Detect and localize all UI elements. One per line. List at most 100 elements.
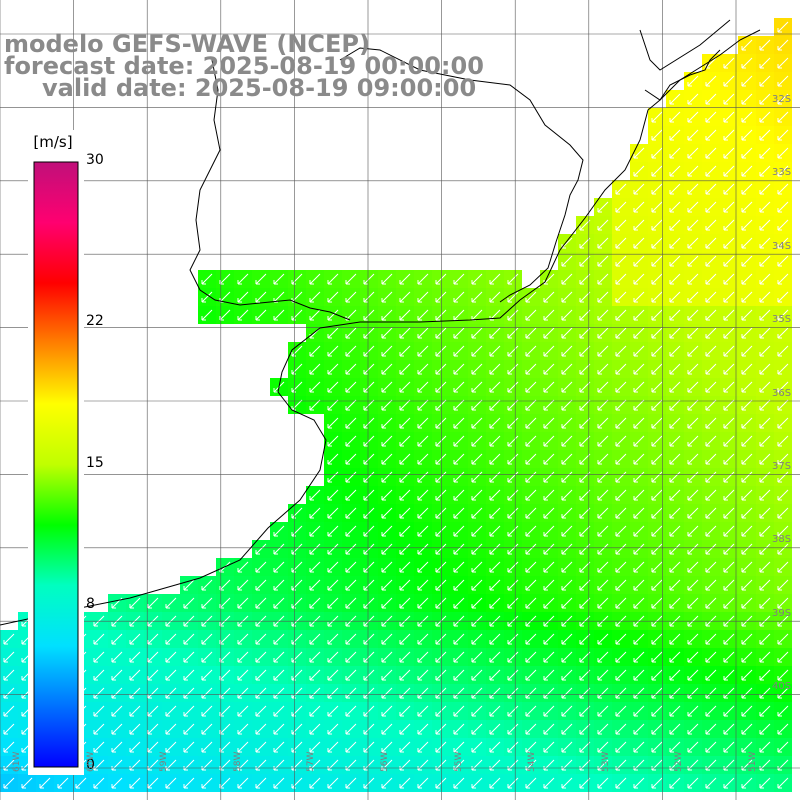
wind-arrow [687,651,699,663]
wind-arrow [399,453,411,465]
wind-arrow [723,435,735,447]
wind-arrow [525,777,537,789]
wind-arrow [111,777,123,789]
wind-arrow [669,597,681,609]
wind-arrow [561,489,573,501]
wind-arrow [615,651,627,663]
wind-arrow [741,597,753,609]
wind-arrow [327,489,339,501]
wind-arrow [723,75,735,87]
wind-arrow [363,651,375,663]
latitude-label: 34S [772,240,792,252]
wind-arrow [651,525,663,537]
wind-arrow [723,597,735,609]
wind-arrow [687,633,699,645]
wind-arrow [237,705,249,717]
wind-arrow [129,777,141,789]
wind-arrow [327,633,339,645]
wind-arrow [525,669,537,681]
wind-arrow [201,309,213,321]
wind-arrow [381,525,393,537]
wind-arrow [309,273,321,285]
wind-arrow [579,543,591,555]
wind-arrow [651,345,663,357]
wind-arrow [237,273,249,285]
wind-arrow [651,543,663,555]
wind-arrow [507,633,519,645]
wind-arrow [597,777,609,789]
wind-arrow [633,777,645,789]
wind-arrow [417,579,429,591]
wind-arrow [597,471,609,483]
wind-arrow [525,507,537,519]
wind-arrow [777,669,789,681]
wind-arrow [723,525,735,537]
wind-arrow [687,741,699,753]
wind-arrow [363,435,375,447]
wind-arrow [651,471,663,483]
wind-arrow [327,327,339,339]
wind-arrow [183,741,195,753]
wind-arrow [327,507,339,519]
wind-arrow [759,669,771,681]
wind-arrow [579,597,591,609]
wind-arrow [723,633,735,645]
wind-arrow [435,777,447,789]
wind-arrow [741,651,753,663]
wind-arrow [507,561,519,573]
wind-arrow [597,579,609,591]
wind-arrow [561,633,573,645]
wind-arrow [489,525,501,537]
latitude-label: 35S [772,314,792,326]
wind-arrow [345,597,357,609]
wind-arrow [435,363,447,375]
wind-arrow [111,705,123,717]
wind-arrow [579,435,591,447]
wind-arrow [777,75,789,87]
wind-arrow [723,471,735,483]
wind-arrow [543,651,555,663]
wind-arrow [291,525,303,537]
wind-arrow [327,561,339,573]
wind-arrow [399,399,411,411]
wind-arrow [345,507,357,519]
wind-arrow [435,633,447,645]
wind-arrow [687,417,699,429]
wind-arrow [471,741,483,753]
wind-arrow [669,525,681,537]
wind-arrow [489,723,501,735]
wind-arrow [525,633,537,645]
wind-arrow [759,93,771,105]
wind-arrow [381,399,393,411]
wind-arrow [435,453,447,465]
wind-arrow [705,453,717,465]
wind-arrow [543,345,555,357]
wind-arrow [615,777,627,789]
wind-arrow [615,363,627,375]
wind-arrow [723,669,735,681]
wind-arrow [615,453,627,465]
longitude-label: 51W [748,751,758,772]
wind-arrow [705,345,717,357]
wind-arrow [363,489,375,501]
wind-arrow [435,723,447,735]
wind-arrow [507,435,519,447]
border-argentina-uruguay [189,59,351,321]
wind-arrow [291,273,303,285]
wind-arrow [435,273,447,285]
wind-arrow [669,363,681,375]
wind-arrow [687,201,699,213]
latitude-label: 32S [772,94,792,105]
wind-arrow [561,363,573,375]
wind-arrow [471,669,483,681]
wind-arrow [633,165,645,177]
wind-arrow [381,507,393,519]
wind-arrow [597,741,609,753]
wind-arrow [525,543,537,555]
wind-arrow [363,741,375,753]
wind-arrow [201,777,213,789]
wind-arrow [255,597,267,609]
wind-arrow [363,309,375,321]
wind-arrow [705,777,717,789]
wind-arrow [579,525,591,537]
